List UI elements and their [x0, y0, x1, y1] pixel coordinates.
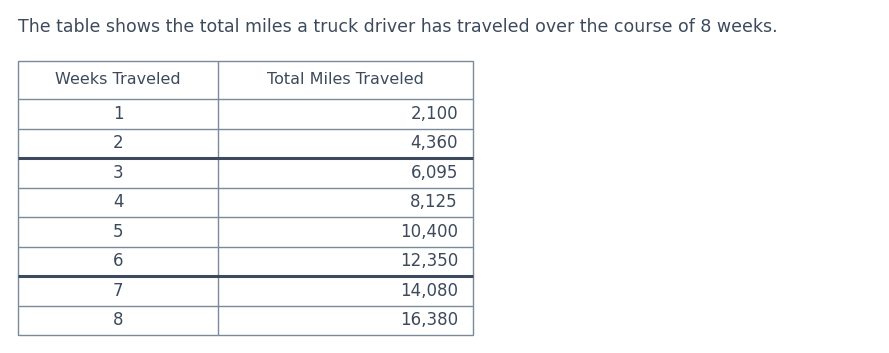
Bar [18, 61, 473, 335]
Text: 10,400: 10,400 [400, 223, 458, 241]
Text: 6: 6 [113, 252, 124, 270]
Text: 6,095: 6,095 [411, 164, 458, 182]
Text: 8: 8 [113, 311, 124, 329]
Text: 4: 4 [113, 193, 124, 211]
Text: 8,125: 8,125 [411, 193, 458, 211]
Text: 2,100: 2,100 [411, 105, 458, 123]
Text: 4,360: 4,360 [411, 134, 458, 152]
Text: 7: 7 [113, 282, 124, 300]
Text: Weeks Traveled: Weeks Traveled [55, 72, 181, 88]
Text: 12,350: 12,350 [400, 252, 458, 270]
Text: 3: 3 [113, 164, 124, 182]
Text: 14,080: 14,080 [400, 282, 458, 300]
Text: 5: 5 [113, 223, 124, 241]
Text: 2: 2 [113, 134, 124, 152]
Text: The table shows the total miles a truck driver has traveled over the course of 8: The table shows the total miles a truck … [18, 18, 778, 36]
Text: 16,380: 16,380 [400, 311, 458, 329]
Text: Total Miles Traveled: Total Miles Traveled [268, 72, 424, 88]
Text: 1: 1 [113, 105, 124, 123]
